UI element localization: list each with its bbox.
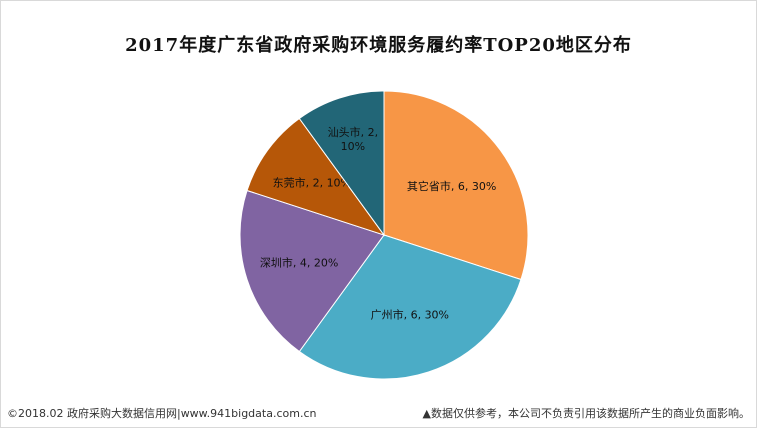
pie-label-0: 其它省市, 6, 30% [407, 179, 496, 193]
pie-slice-2 [239, 189, 385, 353]
chart-title: 2017年度广东省政府采购环境服务履约率TOP20地区分布 [125, 35, 632, 56]
copyright-footer: ©2018.02 政府采购大数据信用网|www.941bigdata.com.c… [7, 407, 317, 420]
pie-label-2: 深圳市, 4, 20% [260, 256, 338, 270]
pie-label-4: 汕头市, 2, 10% [328, 125, 379, 153]
pie-slice-1 [298, 234, 522, 380]
pie-slice-3 [246, 117, 386, 236]
pie-label-3: 东莞市, 2, 10% [273, 176, 351, 190]
disclaimer-footer: ▲数据仅供参考，本公司不负责引用该数据所产生的商业负面影响。 [422, 407, 750, 420]
pie-slice-0 [383, 90, 529, 281]
pie-label-1: 广州市, 6, 30% [371, 307, 449, 321]
pie-slice-4 [298, 90, 385, 237]
